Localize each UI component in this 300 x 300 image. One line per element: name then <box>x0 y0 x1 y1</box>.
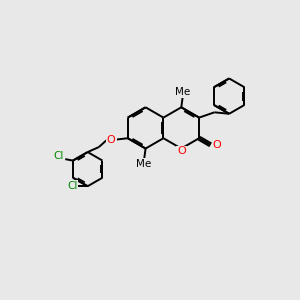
Text: Me: Me <box>175 87 190 97</box>
Text: O: O <box>177 146 186 157</box>
Text: O: O <box>107 135 116 145</box>
Text: Me: Me <box>136 159 152 169</box>
Text: Cl: Cl <box>67 181 78 191</box>
Text: O: O <box>213 140 221 150</box>
Text: Cl: Cl <box>54 151 64 161</box>
